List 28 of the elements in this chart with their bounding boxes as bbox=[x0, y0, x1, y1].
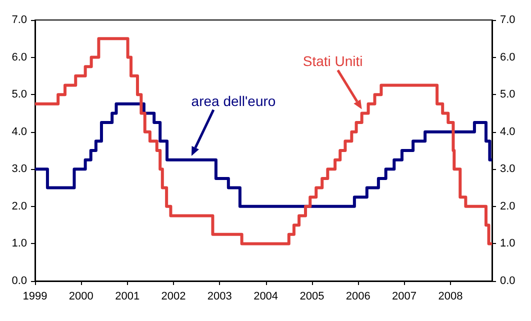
y-tick-label: 5.0 bbox=[12, 88, 27, 101]
text: area dell'euro bbox=[191, 92, 276, 109]
y-tick-label: 0.0 bbox=[12, 275, 27, 287]
y2-tick-label: 2.0 bbox=[500, 200, 516, 212]
y2-tick-label: 5.0 bbox=[500, 88, 516, 101]
x-tick-label: 2004 bbox=[254, 290, 278, 302]
x-tick-label: 2001 bbox=[115, 290, 140, 302]
y-tick-label: 3.0 bbox=[12, 163, 27, 176]
y2-tick-label: 0.0 bbox=[500, 275, 516, 287]
y2-tick-label: 1.0 bbox=[500, 238, 516, 250]
series-label: Stati Uniti bbox=[302, 53, 363, 70]
x-tick-label: 2007 bbox=[392, 290, 417, 302]
y2-tick-label: 3.0 bbox=[500, 163, 516, 176]
y2-tick-label: 6.0 bbox=[500, 51, 516, 64]
x-tick-label: 2000 bbox=[68, 290, 94, 302]
y-tick-label: 7.0 bbox=[12, 14, 27, 26]
x-tick-label: 1999 bbox=[22, 290, 48, 302]
x-tick-label: 2002 bbox=[161, 290, 186, 302]
y2-tick-label: 7.0 bbox=[500, 14, 516, 26]
y2-tick-label: 4.0 bbox=[500, 126, 516, 138]
y-tick-label: 6.0 bbox=[12, 51, 27, 64]
x-tick-label: 2003 bbox=[207, 290, 232, 302]
x-tick-label: 2008 bbox=[438, 290, 463, 302]
x-tick-label: 2006 bbox=[346, 290, 370, 302]
y-tick-label: 1.0 bbox=[12, 238, 27, 250]
y-tick-label: 4.0 bbox=[12, 126, 27, 138]
x-tick-label: 2005 bbox=[300, 290, 324, 302]
y-tick-label: 2.0 bbox=[12, 200, 27, 212]
